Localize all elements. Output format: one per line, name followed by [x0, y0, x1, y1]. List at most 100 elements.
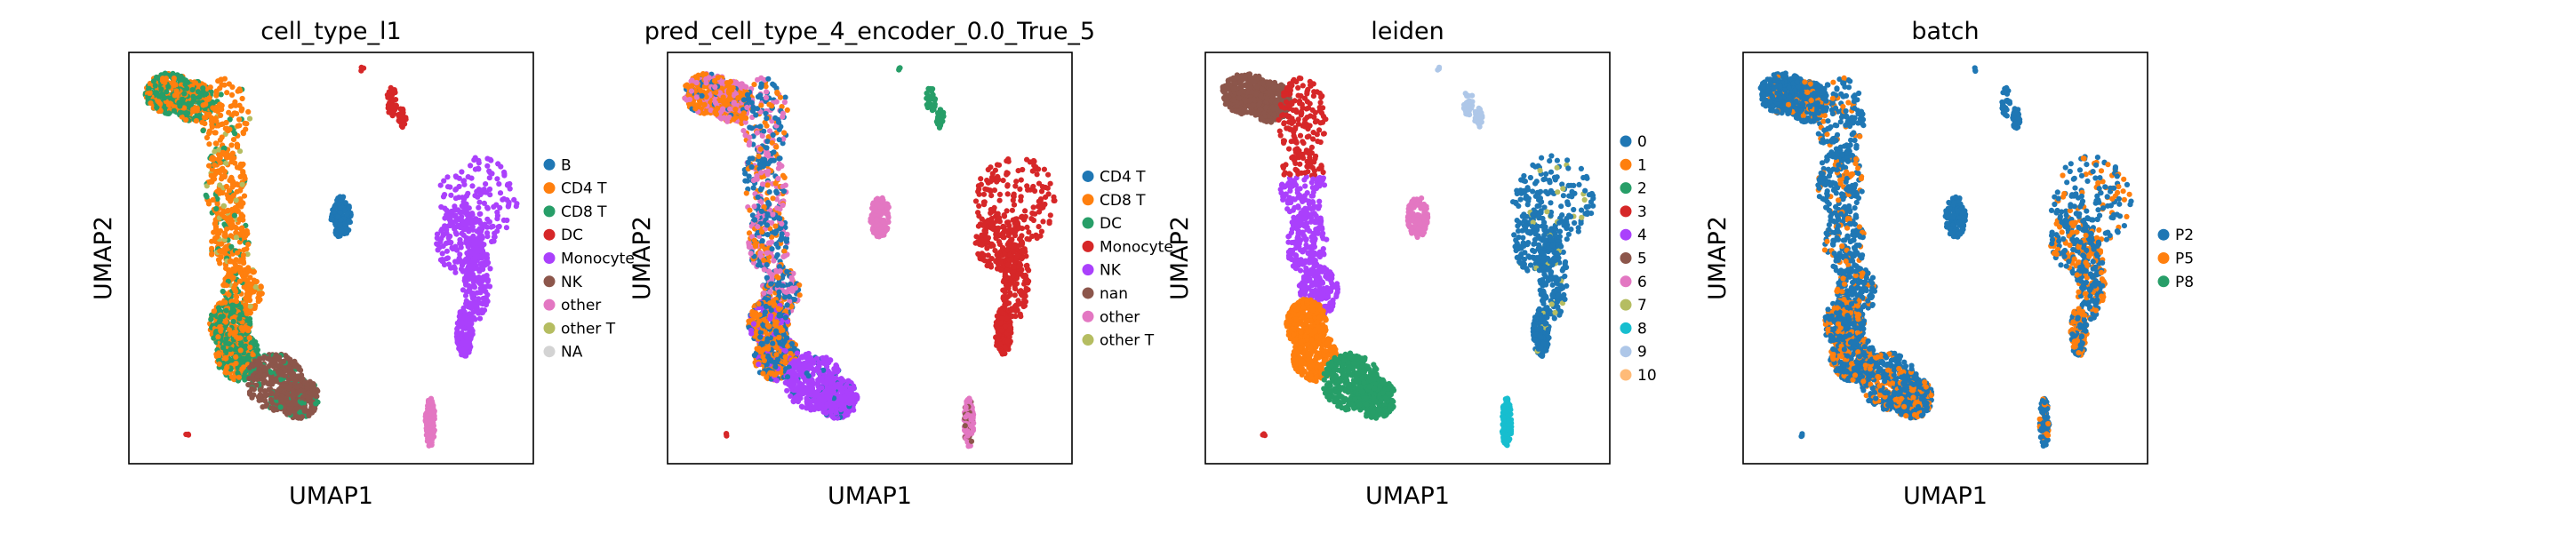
- point-CD4 T: [770, 131, 776, 139]
- point-CD4 T: [757, 92, 764, 99]
- point-CD4 T: [773, 241, 780, 247]
- point-DC: [400, 122, 406, 128]
- point-Monocyte: [475, 252, 481, 259]
- point-CD8 T: [775, 274, 781, 281]
- point-CD4 T: [244, 286, 250, 293]
- point-Monocyte: [476, 204, 482, 211]
- point-Monocyte: [467, 329, 473, 335]
- point-Monocyte: [487, 266, 493, 272]
- point-CD8 T: [231, 212, 237, 219]
- point-CD8 T: [236, 315, 243, 322]
- point-CD4 T: [219, 134, 225, 140]
- point-Monocyte: [469, 219, 476, 226]
- point-Monocyte: [496, 181, 502, 187]
- point-Monocyte: [444, 248, 450, 254]
- point-Monocyte: [484, 230, 491, 236]
- point-other: [431, 427, 437, 434]
- point-DC: [183, 431, 189, 438]
- point-CD8 T: [161, 95, 168, 101]
- point-Monocyte: [504, 217, 510, 224]
- point-CD8 T: [759, 229, 765, 235]
- point-CD4 T: [764, 139, 771, 145]
- point-DC: [385, 102, 391, 108]
- point-Monocyte: [482, 298, 488, 304]
- point-Monocyte: [463, 256, 469, 263]
- point-CD4 T: [212, 228, 218, 235]
- point-CD8 T: [171, 107, 177, 114]
- point-CD4 T: [245, 242, 252, 248]
- point-CD4 T: [769, 246, 775, 252]
- point-CD4 T: [256, 291, 262, 298]
- point-CD4 T: [782, 94, 788, 100]
- point-other: [741, 84, 748, 90]
- point-Monocyte: [505, 181, 511, 187]
- point-CD4 T: [784, 302, 790, 308]
- point-NK: [284, 391, 291, 397]
- point-CD8 T: [713, 90, 719, 96]
- point-CD4 T: [247, 344, 253, 351]
- point-CD4 T: [233, 289, 239, 295]
- point-Monocyte: [469, 295, 476, 301]
- point-CD4 T: [780, 188, 788, 195]
- point-CD4 T: [234, 141, 240, 147]
- point-CD8 T: [701, 110, 708, 116]
- point-CD8 T: [213, 205, 220, 212]
- point-CD4 T: [243, 271, 249, 277]
- point-CD4 T: [244, 310, 250, 317]
- point-NK: [285, 386, 292, 392]
- point-Monocyte: [483, 289, 489, 295]
- point-other: [761, 266, 767, 273]
- point-CD4 T: [228, 219, 235, 225]
- point-other T: [247, 303, 253, 309]
- point-CD4 T: [222, 299, 228, 306]
- legend-label: DC: [561, 227, 583, 244]
- point-CD8 T: [200, 85, 206, 91]
- point-CD4 T: [221, 169, 228, 175]
- point-CD8 T: [155, 92, 162, 99]
- point-CD8 T: [146, 85, 152, 91]
- point-CD4 T: [225, 208, 231, 214]
- point-CD8 T: [200, 127, 206, 134]
- point-CD4 T: [226, 291, 232, 298]
- point-CD4 T: [242, 266, 248, 273]
- point-Monocyte: [452, 226, 458, 232]
- point-other: [758, 170, 764, 176]
- point-CD4 T: [244, 325, 252, 331]
- point-CD8 T: [218, 91, 224, 98]
- point-CD4 T: [230, 274, 236, 281]
- point-Monocyte: [469, 183, 476, 189]
- point-CD8 T: [743, 115, 749, 121]
- point-NK: [268, 396, 274, 402]
- point-other: [746, 142, 752, 148]
- point-CD4 T: [237, 347, 244, 354]
- point-Monocyte: [463, 272, 470, 278]
- point-CD8 T: [164, 89, 170, 95]
- point-Monocyte: [436, 244, 443, 251]
- point-Monocyte: [465, 299, 471, 306]
- point-CD4 T: [776, 289, 782, 295]
- point-CD8 T: [228, 346, 234, 353]
- point-CD4 T: [214, 188, 220, 195]
- point-CD4 T: [227, 269, 233, 275]
- point-Monocyte: [479, 226, 485, 232]
- point-other: [780, 110, 787, 116]
- point-Monocyte: [438, 203, 444, 211]
- legend-label: CD4 T: [561, 180, 607, 198]
- point-CD4 T: [776, 137, 782, 143]
- point-other: [757, 250, 764, 256]
- point-CD4 T: [768, 281, 774, 287]
- point-CD4 T: [239, 95, 245, 102]
- point-CD8 T: [784, 107, 790, 113]
- point-other T: [223, 160, 229, 166]
- point-NK: [246, 389, 253, 395]
- point-CD8 T: [758, 102, 764, 108]
- point-CD4 T: [212, 162, 218, 168]
- point-other: [688, 88, 695, 94]
- point-NK: [305, 394, 311, 401]
- point-Monocyte: [495, 161, 501, 167]
- point-CD4 T: [771, 82, 777, 89]
- point-B: [342, 200, 348, 206]
- point-CD4 T: [231, 268, 238, 274]
- point-CD4 T: [147, 90, 153, 96]
